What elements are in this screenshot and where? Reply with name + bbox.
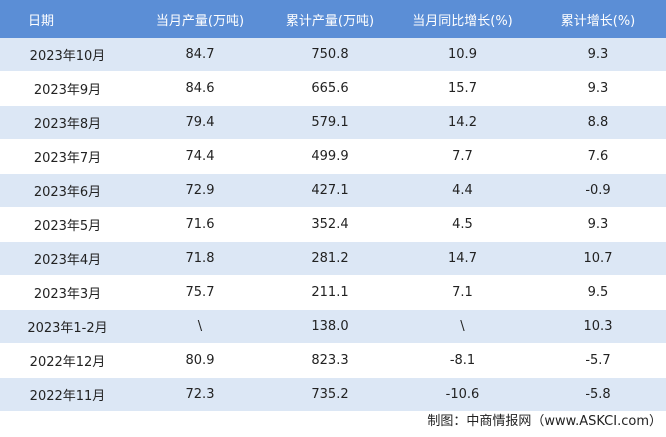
table-cell: 2023年4月 [0, 241, 135, 276]
table-cell: -10.6 [395, 377, 530, 412]
table-cell: 2022年11月 [0, 377, 135, 412]
table-cell: -8.1 [395, 343, 530, 378]
table-cell: 79.4 [135, 105, 265, 140]
table-cell: 7.1 [395, 275, 530, 310]
table-cell: 7.6 [530, 139, 666, 174]
table-cell: 10.3 [530, 309, 666, 344]
table-row: 2022年12月 80.9 823.3 -8.1 -5.7 [0, 343, 666, 378]
table-cell: 352.4 [265, 207, 395, 242]
table-cell: 71.6 [135, 207, 265, 242]
source-note: 制图：中商情报网（www.ASKCI.com） [427, 414, 662, 429]
table-cell: 7.7 [395, 139, 530, 174]
table-cell: 80.9 [135, 343, 265, 378]
table-cell: 15.7 [395, 71, 530, 106]
table-row: 2023年4月 71.8 281.2 14.7 10.7 [0, 241, 666, 276]
table-cell: 8.8 [530, 105, 666, 140]
table-cell: 4.4 [395, 173, 530, 208]
table-cell: 84.7 [135, 38, 265, 72]
table-row: 2023年9月 84.6 665.6 15.7 9.3 [0, 71, 666, 106]
table-cell: 211.1 [265, 275, 395, 310]
table-row: 2023年1-2月 \ 138.0 \ 10.3 [0, 309, 666, 344]
table-cell: 9.5 [530, 275, 666, 310]
table-cell: 2023年1-2月 [0, 309, 135, 344]
table-cell: 4.5 [395, 207, 530, 242]
table-cell: 72.3 [135, 377, 265, 412]
table-cell: 2023年7月 [0, 139, 135, 174]
table-cell: 2023年3月 [0, 275, 135, 310]
table-cell: 2023年9月 [0, 71, 135, 106]
table-cell: -5.8 [530, 377, 666, 412]
table-row: 2023年10月 84.7 750.8 10.9 9.3 [0, 38, 666, 72]
table-row: 2023年3月 75.7 211.1 7.1 9.5 [0, 275, 666, 310]
table-cell: 281.2 [265, 241, 395, 276]
header-cell: 累计增长(%) [530, 0, 666, 38]
table-cell: 2023年5月 [0, 207, 135, 242]
table-row: 2022年11月 72.3 735.2 -10.6 -5.8 [0, 377, 666, 412]
table-cell: 9.3 [530, 71, 666, 106]
header-cell: 当月同比增长(%) [395, 0, 530, 38]
table-cell: 2023年8月 [0, 105, 135, 140]
table-cell: \ [395, 309, 530, 344]
table-cell: -5.7 [530, 343, 666, 378]
table-cell: 9.3 [530, 207, 666, 242]
header-cell: 当月产量(万吨) [135, 0, 265, 38]
table-cell: 138.0 [265, 309, 395, 344]
table-cell: 2023年10月 [0, 38, 135, 72]
table-row: 2023年7月 74.4 499.9 7.7 7.6 [0, 139, 666, 174]
table-cell: \ [135, 309, 265, 344]
table-cell: 72.9 [135, 173, 265, 208]
table-cell: 579.1 [265, 105, 395, 140]
table-cell: 499.9 [265, 139, 395, 174]
table-cell: 427.1 [265, 173, 395, 208]
table-row: 2023年6月 72.9 427.1 4.4 -0.9 [0, 173, 666, 208]
header-cell: 累计产量(万吨) [265, 0, 395, 38]
table-cell: 84.6 [135, 71, 265, 106]
table-cell: 10.9 [395, 38, 530, 72]
table-cell: 2022年12月 [0, 343, 135, 378]
table-cell: 14.2 [395, 105, 530, 140]
table-cell: -0.9 [530, 173, 666, 208]
table-row: 2023年5月 71.6 352.4 4.5 9.3 [0, 207, 666, 242]
table-cell: 665.6 [265, 71, 395, 106]
header-cell: 日期 [0, 0, 135, 38]
table-cell: 735.2 [265, 377, 395, 412]
table-body: 2023年10月 84.7 750.8 10.9 9.3 2023年9月 84.6 665.6… [0, 38, 666, 412]
table-cell: 2023年6月 [0, 173, 135, 208]
data-table: 日期 当月产量(万吨) 累计产量(万吨) 当月同比增长(%) 累计增长(%) 2023年… [0, 0, 666, 412]
table-cell: 9.3 [530, 38, 666, 72]
table-cell: 750.8 [265, 38, 395, 72]
table-cell: 74.4 [135, 139, 265, 174]
table-cell: 14.7 [395, 241, 530, 276]
table-cell: 75.7 [135, 275, 265, 310]
table-cell: 823.3 [265, 343, 395, 378]
table-cell: 71.8 [135, 241, 265, 276]
table-cell: 10.7 [530, 241, 666, 276]
table-row: 2023年8月 79.4 579.1 14.2 8.8 [0, 105, 666, 140]
header-row: 日期 当月产量(万吨) 累计产量(万吨) 当月同比增长(%) 累计增长(%) [0, 0, 666, 38]
